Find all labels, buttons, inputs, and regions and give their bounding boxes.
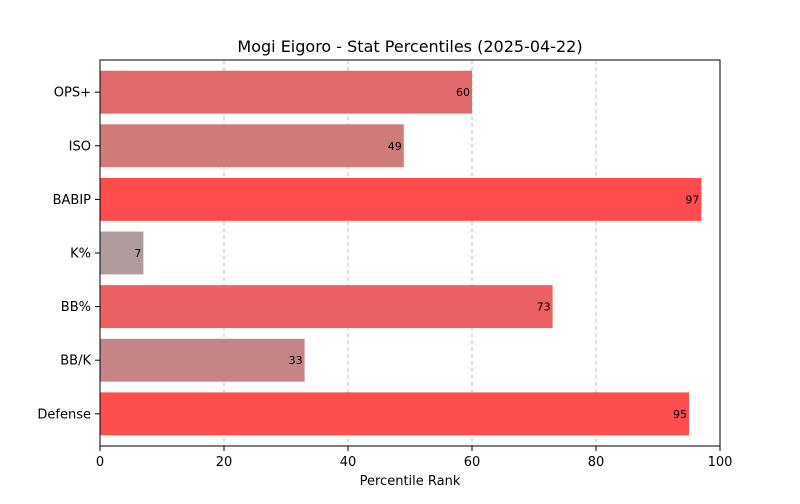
grid-lines: [223, 60, 597, 446]
bar-value-label: 7: [134, 247, 141, 260]
x-tick-label: 80: [588, 455, 605, 470]
bar-value-label: 33: [289, 354, 303, 367]
plot-frame: [99, 59, 721, 447]
bar-value-label: 95: [673, 408, 687, 421]
y-tick-label: OPS+: [54, 86, 91, 101]
y-axis-ticks: OPS+ ISO BABIP K% BB% BB/K Defense: [37, 86, 100, 422]
y-tick-label: Defense: [37, 407, 91, 422]
bar-defense: [100, 392, 689, 436]
x-tick-label: 40: [340, 455, 357, 470]
bar-value-label: 73: [537, 301, 551, 314]
y-tick-label: BB%: [61, 300, 91, 315]
bar-iso: [100, 124, 404, 168]
x-tick-label: 0: [96, 455, 104, 470]
x-tick-label: 60: [464, 455, 481, 470]
y-tick-label: BB/K: [60, 354, 91, 369]
bar-k: [100, 231, 144, 275]
y-tick-label: BABIP: [53, 193, 92, 208]
y-tick-label: K%: [70, 247, 91, 262]
y-tick-label: ISO: [69, 139, 91, 154]
x-axis-ticks: 0 20 40 60 80 100: [96, 446, 733, 470]
bar-value-label: 60: [456, 86, 470, 99]
bar-babip: [100, 177, 702, 221]
bar-bb-k: [100, 338, 305, 382]
bars: [100, 70, 702, 436]
chart-title: Mogi Eigoro - Stat Percentiles (2025-04-…: [237, 37, 582, 56]
bar-bb: [100, 285, 553, 329]
bar-value-label: 97: [685, 193, 699, 206]
x-tick-label: 20: [216, 455, 233, 470]
x-tick-label: 100: [708, 455, 733, 470]
bar-ops: [100, 70, 472, 114]
x-axis-label: Percentile Rank: [360, 474, 461, 489]
data-labels: 60 49 97 7 73 33 95: [134, 86, 699, 421]
bar-value-label: 49: [388, 140, 402, 153]
